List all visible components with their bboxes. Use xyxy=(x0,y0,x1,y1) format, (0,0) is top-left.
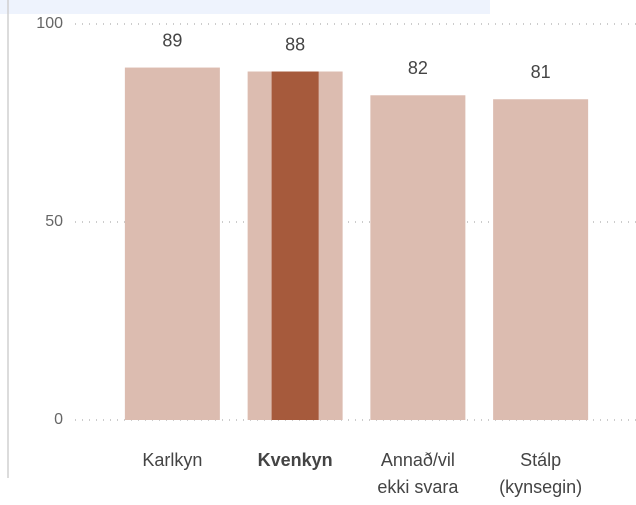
label-line: ekki svara xyxy=(377,477,459,497)
label-line: (kynsegin) xyxy=(499,477,582,497)
x-tick-label: Stálp (kynsegin) xyxy=(499,450,582,497)
label-line: Stálp xyxy=(520,450,561,470)
data-label: 89 xyxy=(162,30,182,50)
header-strip xyxy=(0,0,490,14)
label-line: Karlkyn xyxy=(142,450,202,470)
data-label: 88 xyxy=(285,34,305,54)
bar xyxy=(370,95,466,420)
x-tick-label: Kvenkyn xyxy=(258,450,333,470)
y-tick-label: 0 xyxy=(54,411,63,428)
bar xyxy=(124,67,220,420)
x-tick-label: Annað/vil ekki svara xyxy=(377,450,459,497)
label-line: Annað/vil xyxy=(381,450,455,470)
y-tick-label: 50 xyxy=(45,213,63,230)
label-line: Kvenkyn xyxy=(258,450,333,470)
highlight-bar xyxy=(271,71,319,421)
x-tick-label: Karlkyn xyxy=(142,450,202,470)
data-label: 81 xyxy=(531,62,551,82)
y-tick-label: 100 xyxy=(36,15,63,32)
data-label: 82 xyxy=(408,58,428,78)
bar xyxy=(493,99,589,421)
